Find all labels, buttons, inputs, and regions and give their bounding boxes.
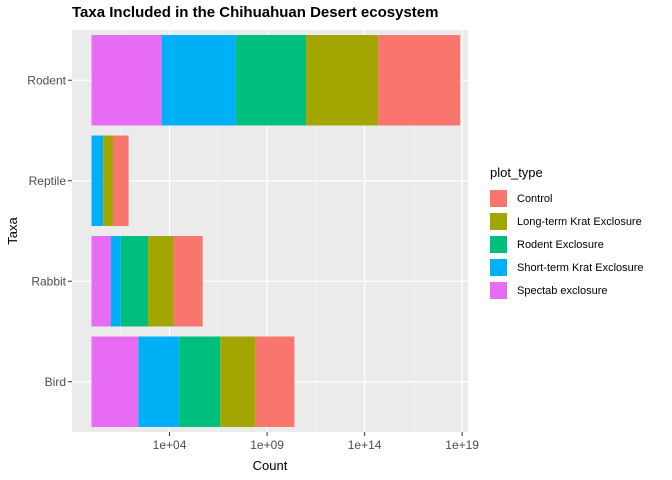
bar-rodent-spectab-exclosure: [91, 35, 162, 126]
legend-label: Spectab exclosure: [517, 284, 608, 297]
bar-bird-short-term-krat-exclosure: [138, 336, 180, 427]
legend: plot_type Control Long-term Krat Exclosur…: [490, 165, 644, 302]
y-axis: Bird Rabbit Reptile Rodent: [27, 73, 72, 389]
x-tick-label: 1e+14: [348, 438, 382, 452]
y-tick-label: Reptile: [29, 174, 67, 188]
y-tick-label: Bird: [45, 375, 66, 389]
bar-rabbit-long-term-krat-exclosure: [148, 236, 174, 327]
legend-key: [490, 236, 507, 253]
bar-reptile-control: [112, 135, 129, 226]
x-tick-label: 1e+04: [153, 438, 187, 452]
y-tick-label: Rabbit: [31, 274, 66, 288]
bar-rabbit-short-term-krat-exclosure: [111, 236, 121, 327]
y-tick-label: Rodent: [27, 73, 66, 87]
bar-rabbit-rodent-exclosure: [120, 236, 149, 327]
bar-bird-rodent-exclosure: [179, 336, 221, 427]
bar-reptile-long-term-krat-exclosure: [103, 135, 113, 226]
bar-reptile-short-term-krat-exclosure: [91, 135, 104, 226]
bar-bird-long-term-krat-exclosure: [220, 336, 256, 427]
legend-key: [490, 259, 507, 276]
bar-rodent-long-term-krat-exclosure: [306, 35, 379, 126]
bar-rodent-short-term-krat-exclosure: [161, 35, 236, 126]
legend-item: Rodent Exclosure: [490, 233, 644, 256]
y-axis-title: Taxa: [5, 217, 20, 245]
bars: [91, 35, 461, 427]
legend-label: Long-term Krat Exclosure: [517, 215, 642, 228]
legend-item: Spectab exclosure: [490, 279, 644, 302]
legend-label: Short-term Krat Exclosure: [517, 261, 644, 274]
x-axis-title: Count: [253, 458, 288, 473]
legend-label: Control: [517, 192, 553, 205]
legend-key: [490, 282, 507, 299]
bar-rodent-rodent-exclosure: [235, 35, 307, 126]
chart-title: Taxa Included in the Chihuahuan Desert e…: [72, 4, 439, 21]
legend-item: Long-term Krat Exclosure: [490, 210, 644, 233]
x-tick-label: 1e+19: [445, 438, 479, 452]
legend-key: [490, 213, 507, 230]
bar-rodent-control: [378, 35, 461, 126]
x-axis: 1e+04 1e+09 1e+14 1e+19: [153, 432, 479, 452]
legend-items: Control Long-term Krat Exclosure Rodent Ex…: [490, 187, 644, 302]
legend-key: [490, 190, 507, 207]
bar-bird-control: [255, 336, 295, 427]
legend-item: Short-term Krat Exclosure: [490, 256, 644, 279]
bar-bird-spectab-exclosure: [91, 336, 139, 427]
x-tick-label: 1e+09: [250, 438, 284, 452]
bar-rabbit-control: [173, 236, 203, 327]
legend-title: plot_type: [490, 165, 543, 180]
bar-rabbit-spectab-exclosure: [91, 236, 112, 327]
legend-item: Control: [490, 187, 644, 210]
legend-label: Rodent Exclosure: [517, 238, 604, 251]
